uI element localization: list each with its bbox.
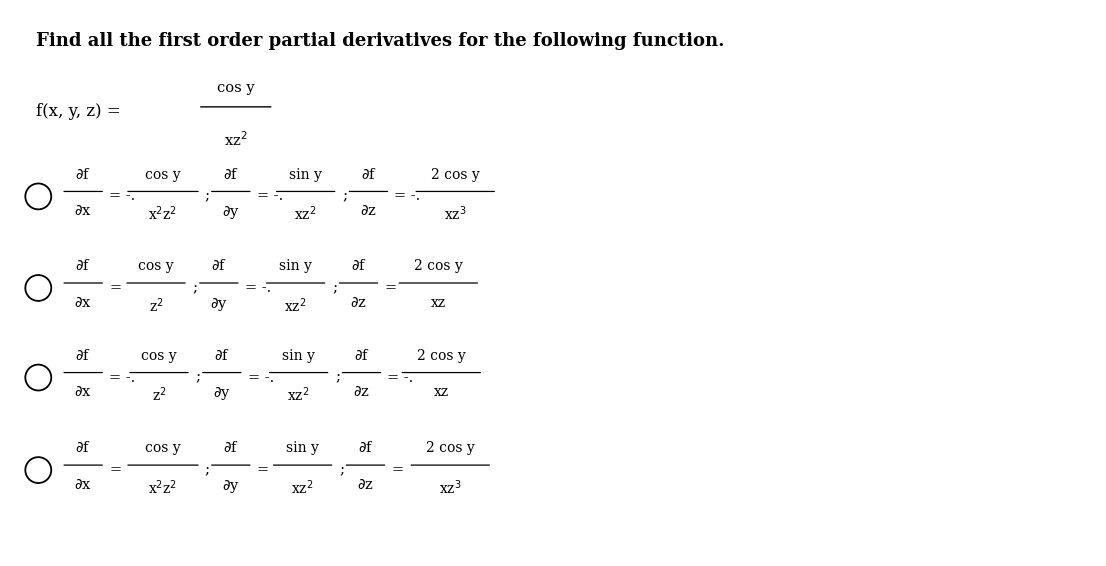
Text: $\partial$x: $\partial$x [74, 204, 92, 218]
Text: =: = [257, 463, 269, 477]
Text: $\partial$z: $\partial$z [351, 296, 367, 310]
Text: sin y: sin y [286, 441, 319, 455]
Text: xz$^2$: xz$^2$ [288, 385, 310, 404]
Text: =: = [109, 281, 122, 295]
Text: ;: ; [205, 190, 210, 203]
Text: $\partial$x: $\partial$x [74, 478, 92, 492]
Text: ;: ; [196, 371, 201, 384]
Text: 2 cos y: 2 cos y [414, 259, 462, 273]
Text: $\partial$f: $\partial$f [75, 258, 91, 273]
Text: = -.: = -. [109, 371, 135, 384]
Text: $\partial$f: $\partial$f [75, 440, 91, 455]
Text: $\partial$y: $\partial$y [213, 385, 231, 402]
Text: $\partial$f: $\partial$f [223, 166, 239, 182]
Text: xz$^2$: xz$^2$ [294, 204, 317, 223]
Text: 2 cos y: 2 cos y [417, 349, 466, 363]
Text: $\partial$f: $\partial$f [75, 166, 91, 182]
Text: cos y: cos y [142, 349, 177, 363]
Text: xz: xz [434, 385, 449, 400]
Text: Find all the first order partial derivatives for the following function.: Find all the first order partial derivat… [36, 32, 724, 50]
Text: $\partial$f: $\partial$f [211, 258, 227, 273]
Text: xz$^3$: xz$^3$ [439, 478, 461, 496]
Text: sin y: sin y [282, 349, 315, 363]
Text: $\partial$f: $\partial$f [75, 348, 91, 363]
Text: = -.: = -. [244, 281, 271, 295]
Text: ;: ; [333, 281, 337, 295]
Text: ;: ; [343, 190, 347, 203]
Text: $\partial$f: $\partial$f [361, 166, 376, 182]
Text: $\partial$y: $\partial$y [222, 204, 240, 221]
Text: $\partial$x: $\partial$x [74, 296, 92, 310]
Text: ;: ; [340, 463, 345, 477]
Text: x$^2$z$^2$: x$^2$z$^2$ [148, 478, 178, 496]
Text: sin y: sin y [289, 168, 322, 182]
Text: ;: ; [192, 281, 198, 295]
Text: 2 cos y: 2 cos y [426, 441, 474, 455]
Text: $\partial$z: $\partial$z [357, 478, 374, 492]
Text: ;: ; [205, 463, 210, 477]
Text: $\partial$f: $\partial$f [213, 348, 230, 363]
Text: z$^2$: z$^2$ [148, 296, 164, 315]
Text: =: = [385, 281, 397, 295]
Text: $\partial$f: $\partial$f [357, 440, 374, 455]
Text: xz$^2$: xz$^2$ [225, 131, 248, 149]
Text: $\partial$z: $\partial$z [361, 204, 377, 218]
Text: ;: ; [335, 371, 341, 384]
Text: $\partial$x: $\partial$x [74, 385, 92, 400]
Text: xz$^3$: xz$^3$ [444, 204, 467, 223]
Text: = -.: = -. [395, 190, 420, 203]
Text: = -.: = -. [248, 371, 274, 384]
Text: $\partial$f: $\partial$f [223, 440, 239, 455]
Text: = -.: = -. [387, 371, 414, 384]
Text: = -.: = -. [109, 190, 135, 203]
Text: cos y: cos y [145, 441, 180, 455]
Text: cos y: cos y [145, 168, 180, 182]
Text: sin y: sin y [279, 259, 312, 273]
Text: xz$^2$: xz$^2$ [291, 478, 314, 496]
Text: 2 cos y: 2 cos y [431, 168, 480, 182]
Text: $\partial$z: $\partial$z [353, 385, 369, 400]
Text: =: = [109, 463, 122, 477]
Text: z$^2$: z$^2$ [152, 385, 166, 404]
Text: f(x, y, z) =: f(x, y, z) = [36, 104, 121, 121]
Text: = -.: = -. [257, 190, 283, 203]
Text: $\partial$y: $\partial$y [222, 478, 240, 495]
Text: xz$^2$: xz$^2$ [284, 296, 306, 315]
Text: xz: xz [430, 296, 446, 310]
Text: $\partial$f: $\partial$f [354, 348, 369, 363]
Text: $\partial$f: $\partial$f [351, 258, 366, 273]
Text: $\partial$y: $\partial$y [210, 296, 228, 313]
Text: x$^2$z$^2$: x$^2$z$^2$ [148, 204, 178, 223]
Text: cos y: cos y [138, 259, 174, 273]
Text: =: = [392, 463, 404, 477]
Text: cos y: cos y [217, 81, 254, 95]
